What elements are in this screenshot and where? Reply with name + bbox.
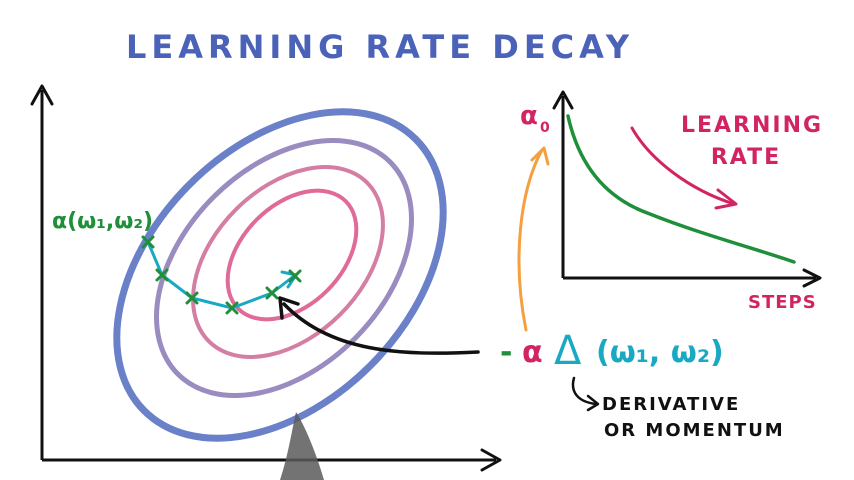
step-marker bbox=[155, 268, 169, 282]
start-point-label: α(ω₁,ω₂) bbox=[52, 209, 153, 234]
curve-label-arrow bbox=[630, 126, 736, 206]
update-rule: - α Δ (ω₁, ω₂) bbox=[500, 328, 724, 374]
x-label-steps: STEPS bbox=[748, 292, 817, 313]
descent-path bbox=[146, 241, 295, 310]
right-y-axis-arrowhead bbox=[552, 90, 574, 110]
contour-core bbox=[225, 188, 359, 322]
update-arrow bbox=[282, 302, 480, 355]
orange-arrowhead bbox=[530, 146, 550, 166]
annotation-line2: OR MOMENTUM bbox=[604, 420, 785, 441]
left-x-axis-arrowhead bbox=[480, 448, 502, 472]
learning-rate-curve bbox=[566, 114, 796, 264]
update-alpha: α bbox=[522, 335, 543, 370]
y-label-subscript: 0 bbox=[540, 120, 550, 136]
update-args: (ω₁, ω₂) bbox=[596, 335, 724, 370]
step-markers bbox=[141, 235, 302, 315]
contour-third bbox=[191, 165, 385, 359]
contour-outer bbox=[113, 108, 447, 442]
title: LEARNING RATE DECAY bbox=[126, 28, 634, 66]
update-delta: Δ bbox=[554, 328, 582, 374]
curve-label-line1: LEARNING bbox=[681, 113, 823, 138]
annotation-arrowhead bbox=[586, 394, 600, 412]
update-minus: - bbox=[500, 335, 512, 370]
y-label-alpha: α bbox=[520, 101, 538, 131]
contour-second bbox=[154, 138, 414, 398]
curve-label-arrowhead bbox=[714, 188, 738, 210]
right-plot: α 0 LEARNING RATE STEPS bbox=[520, 90, 823, 313]
pen-tip bbox=[280, 412, 324, 480]
annotation-arrow bbox=[571, 376, 598, 406]
step-marker bbox=[185, 291, 199, 305]
curve-label-line2: RATE bbox=[711, 145, 781, 170]
right-x-axis-arrowhead bbox=[802, 268, 822, 288]
step-marker bbox=[141, 235, 155, 249]
step-marker bbox=[288, 269, 302, 283]
step-marker bbox=[265, 286, 279, 300]
annotation: DERIVATIVE OR MOMENTUM bbox=[571, 376, 785, 441]
update-arrowhead bbox=[278, 296, 300, 320]
annotation-line1: DERIVATIVE bbox=[602, 394, 740, 415]
orange-arrow bbox=[517, 148, 544, 332]
left-plot: α(ω₁,ω₂) bbox=[30, 84, 502, 472]
step-marker bbox=[225, 301, 239, 315]
left-y-axis-arrowhead bbox=[30, 84, 54, 106]
